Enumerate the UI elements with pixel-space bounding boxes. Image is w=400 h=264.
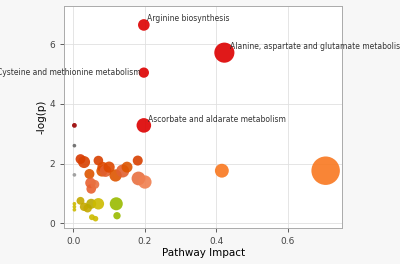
- Point: [88, 187, 94, 191]
- Point: [71, 205, 78, 209]
- Point: [71, 173, 78, 177]
- Point: [88, 202, 94, 206]
- Point: [219, 169, 225, 173]
- Point: [113, 202, 120, 206]
- Point: [81, 160, 87, 164]
- Point: [92, 182, 98, 187]
- Point: [221, 50, 228, 55]
- Point: [71, 208, 78, 212]
- Point: [71, 144, 78, 148]
- Point: [322, 169, 329, 173]
- Point: [141, 123, 147, 128]
- Text: Arginine biosynthesis: Arginine biosynthesis: [147, 15, 229, 23]
- Point: [106, 165, 112, 169]
- X-axis label: Pathway Impact: Pathway Impact: [162, 248, 245, 258]
- Point: [77, 157, 84, 161]
- Text: Alanine, aspartate and glutamate metabolism: Alanine, aspartate and glutamate metabol…: [230, 42, 400, 51]
- Point: [120, 169, 126, 173]
- Point: [71, 123, 78, 128]
- Text: Ascorbate and aldarate metabolism: Ascorbate and aldarate metabolism: [148, 115, 286, 124]
- Point: [87, 181, 94, 185]
- Point: [135, 176, 142, 181]
- Point: [112, 173, 119, 178]
- Point: [86, 172, 93, 176]
- Point: [95, 158, 102, 163]
- Point: [77, 199, 84, 203]
- Point: [84, 206, 91, 210]
- Point: [99, 169, 105, 173]
- Point: [89, 215, 95, 219]
- Point: [114, 214, 120, 218]
- Point: [100, 165, 106, 169]
- Point: [141, 23, 147, 27]
- Text: Cysteine and methionine metabolism: Cysteine and methionine metabolism: [0, 68, 140, 77]
- Point: [92, 216, 99, 221]
- Point: [81, 205, 87, 209]
- Point: [102, 169, 109, 173]
- Point: [71, 202, 78, 206]
- Point: [134, 158, 141, 163]
- Point: [95, 202, 102, 206]
- Point: [141, 70, 147, 75]
- Point: [142, 180, 148, 184]
- Point: [124, 165, 130, 169]
- Y-axis label: -log(p): -log(p): [37, 100, 47, 134]
